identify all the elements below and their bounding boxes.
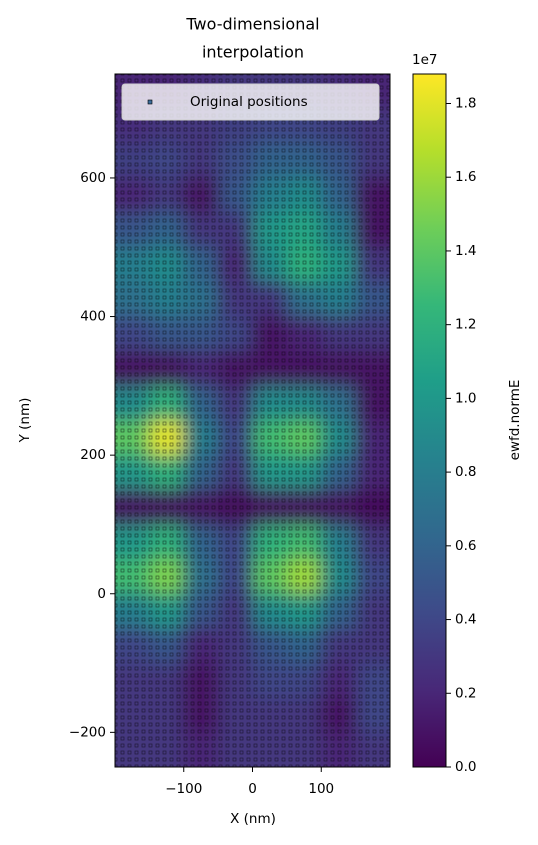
colorbar-tick-label: 0.0 [455, 759, 476, 775]
x-axis-label: X (nm) [230, 811, 276, 827]
colorbar-tick-label: 0.8 [455, 464, 476, 480]
chart-title: interpolation [202, 43, 304, 62]
colorbar-offset: 1e7 [412, 52, 437, 68]
legend-label: Original positions [190, 94, 308, 110]
chart-title: Two-dimensional [185, 15, 319, 34]
heatmap [115, 74, 390, 767]
legend: Original positions [121, 83, 380, 121]
colorbar-tick-label: 1.2 [455, 317, 476, 333]
colorbar-tick-label: 1.0 [455, 390, 476, 406]
x-tick-label: −100 [165, 781, 202, 797]
y-tick-label: 200 [80, 447, 106, 463]
original-positions [115, 74, 390, 767]
y-tick-label: 400 [80, 309, 106, 325]
legend-marker [147, 99, 153, 105]
colorbar [412, 73, 447, 768]
y-tick-label: −200 [69, 724, 106, 740]
colorbar-tick-label: 1.8 [455, 95, 476, 111]
x-tick-label: 0 [248, 781, 257, 797]
colorbar-tick-label: 1.6 [455, 169, 476, 185]
colorbar-tick-label: 0.4 [455, 612, 476, 628]
legend-box [121, 83, 380, 121]
y-tick-label: 0 [97, 586, 106, 602]
colorbar-tick-label: 0.6 [455, 538, 476, 554]
colorbar-tick-label: 1.4 [455, 243, 476, 259]
colorbar-label: ewfd.normE [507, 380, 523, 461]
y-tick-label: 600 [80, 170, 106, 186]
colorbar-tick-label: 0.2 [455, 685, 476, 701]
y-axis-label: Y (nm) [17, 398, 33, 444]
x-tick-label: 100 [308, 781, 334, 797]
